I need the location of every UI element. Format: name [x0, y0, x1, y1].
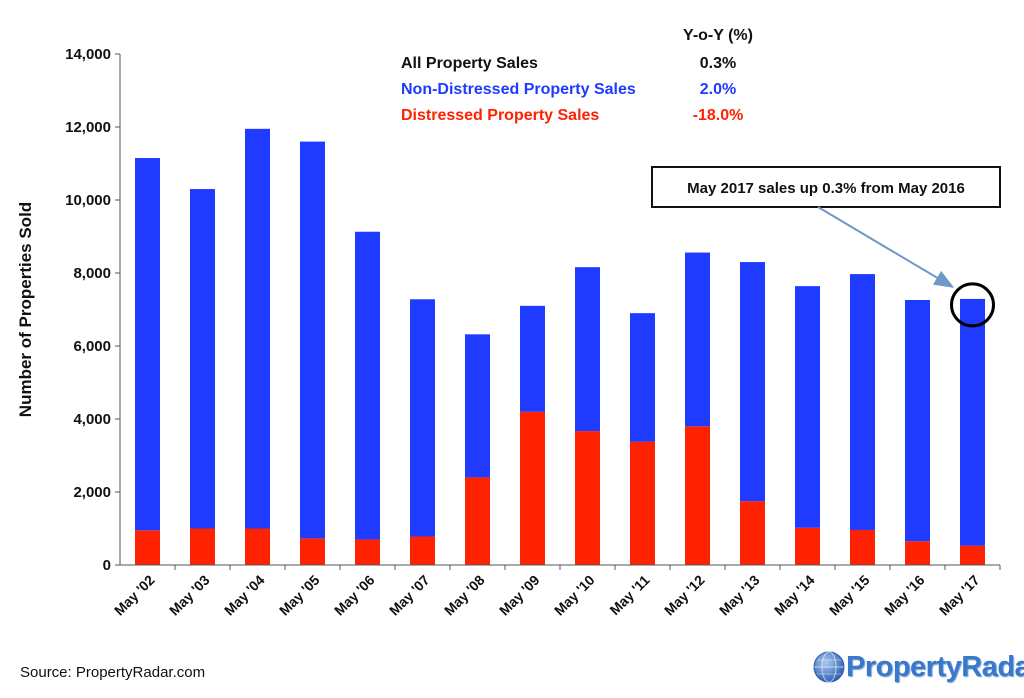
logo-wordmark: PropertyRadar®: [846, 651, 1024, 684]
bar-non-distressed: [245, 128, 270, 529]
x-tick-label: May '16: [881, 572, 928, 619]
annotation-arrow: [817, 206, 955, 288]
bar-non-distressed: [520, 305, 545, 412]
x-tick-label: May '12: [661, 572, 708, 619]
legend-header: Y-o-Y (%): [683, 27, 753, 44]
radar-globe-icon: [813, 651, 845, 683]
legend-value: -18.0%: [693, 107, 744, 124]
y-tick-label: 4,000: [73, 411, 111, 428]
bar-non-distressed: [465, 334, 490, 478]
x-tick-label: May '10: [551, 572, 598, 619]
bar-non-distressed: [795, 286, 820, 528]
x-tick-label: May '08: [441, 572, 488, 619]
x-tick-label: May '14: [771, 572, 818, 619]
bar-non-distressed: [685, 252, 710, 427]
bar-non-distressed: [190, 189, 215, 529]
bar-non-distressed: [630, 313, 655, 442]
highlight-circle: [950, 282, 995, 328]
x-tick-label: May '07: [386, 572, 433, 619]
bar-distressed: [905, 541, 930, 565]
x-tick-label: May '06: [331, 572, 378, 619]
bar-non-distressed: [575, 267, 600, 432]
bar-non-distressed: [850, 274, 875, 530]
y-tick-label: 10,000: [65, 192, 111, 209]
bar-distressed: [520, 411, 545, 565]
bar-non-distressed: [135, 158, 160, 531]
y-axis-title: Number of Properties Sold: [16, 202, 35, 417]
bar-distressed: [630, 441, 655, 565]
annotation-text: May 2017 sales up 0.3% from May 2016: [687, 180, 965, 197]
x-tick-label: May '11: [606, 572, 652, 618]
x-tick-label: May '02: [111, 572, 158, 619]
y-tick-label: 6,000: [73, 338, 111, 355]
bar-distressed: [410, 536, 435, 565]
bar-non-distressed: [960, 298, 985, 546]
y-tick-label: 2,000: [73, 484, 111, 501]
bar-distressed: [245, 528, 270, 565]
bar-distressed: [795, 527, 820, 565]
bar-distressed: [190, 528, 215, 565]
bar-non-distressed: [410, 299, 435, 537]
bar-distressed: [960, 545, 985, 565]
x-tick-label: May '03: [166, 572, 213, 619]
legend-label: Distressed Property Sales: [401, 107, 599, 124]
logo-text: PropertyRadar: [846, 650, 1024, 683]
legend-value: 0.3%: [700, 55, 736, 72]
bar-non-distressed: [905, 300, 930, 542]
y-tick-label: 0: [103, 557, 111, 574]
bar-distressed: [465, 477, 490, 565]
x-tick-label: May '17: [936, 572, 983, 619]
bar-distressed: [300, 538, 325, 565]
legend-label: Non-Distressed Property Sales: [401, 81, 636, 98]
y-tick-label: 14,000: [65, 46, 111, 63]
bar-distressed: [575, 431, 600, 565]
x-tick-label: May '04: [221, 572, 268, 619]
x-tick-label: May '05: [276, 572, 323, 619]
x-tick-label: May '09: [496, 572, 543, 619]
bar-distressed: [850, 529, 875, 565]
y-tick-label: 12,000: [65, 119, 111, 136]
propertyradar-logo: PropertyRadar®: [812, 650, 1024, 684]
bar-distressed: [740, 501, 765, 565]
bar-non-distressed: [355, 231, 380, 540]
legend-value: 2.0%: [700, 81, 736, 98]
source-note: Source: PropertyRadar.com: [20, 664, 206, 681]
y-tick-label: 8,000: [73, 265, 111, 282]
annotation-box: [651, 166, 1001, 208]
bar-distressed: [135, 530, 160, 565]
legend-label: All Property Sales: [401, 55, 538, 72]
bar-non-distressed: [300, 141, 325, 539]
bar-non-distressed: [740, 262, 765, 502]
x-tick-label: May '13: [716, 572, 763, 619]
x-tick-label: May '15: [826, 572, 873, 619]
bar-distressed: [685, 426, 710, 565]
bar-distressed: [355, 539, 380, 565]
